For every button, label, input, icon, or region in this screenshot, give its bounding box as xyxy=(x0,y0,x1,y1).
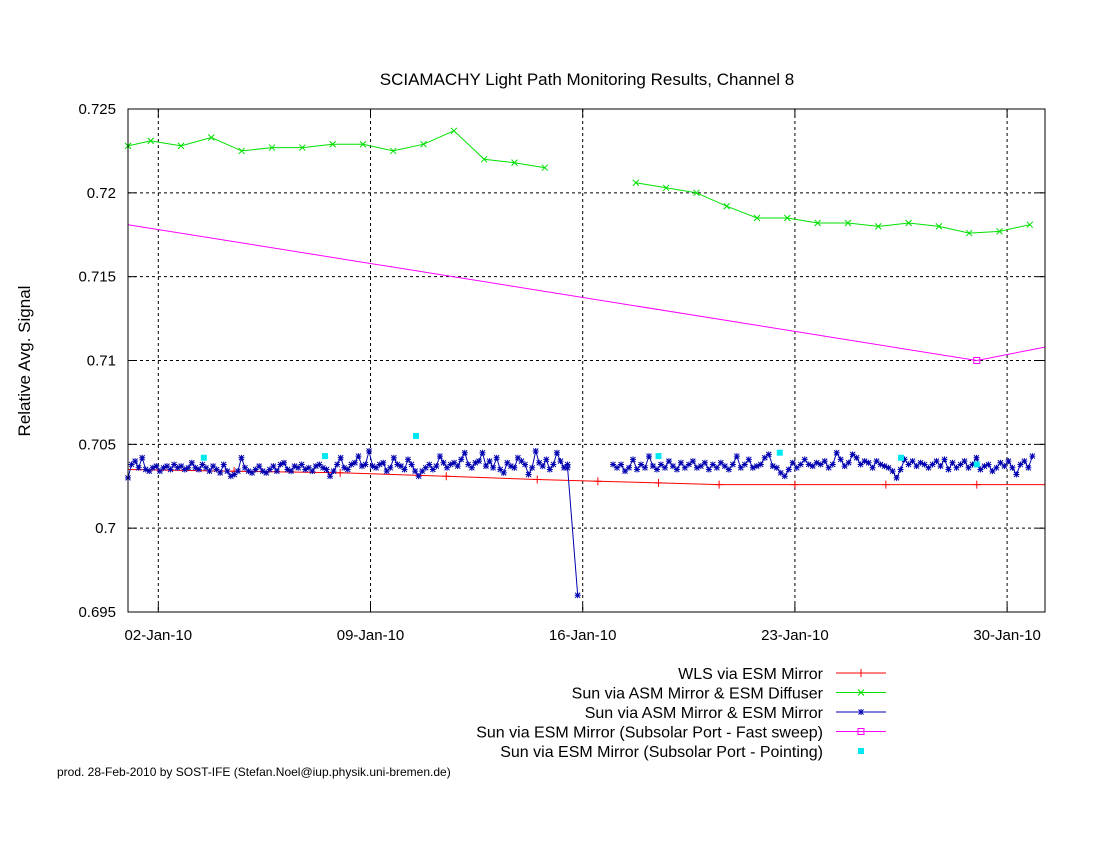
y-tick-label: 0.72 xyxy=(87,185,116,202)
series-line xyxy=(612,451,1033,479)
legend-marker xyxy=(857,728,865,735)
x-tick-label: 09-Jan-10 xyxy=(337,627,405,644)
y-tick-label: 0.715 xyxy=(78,269,116,286)
series-line xyxy=(127,469,1045,486)
series-line xyxy=(567,467,579,596)
x-tick-label: 02-Jan-10 xyxy=(125,627,193,644)
series-line xyxy=(127,450,568,479)
y-tick-label: 0.695 xyxy=(78,604,116,621)
legend-item: Sun via ASM Mirror & ESM Diffuser xyxy=(572,686,886,703)
legend-label: WLS via ESM Mirror xyxy=(678,666,824,683)
data-point xyxy=(776,449,783,456)
legend-marker xyxy=(858,709,864,715)
legend: WLS via ESM Mirror Sun via ASM Mirror & E… xyxy=(476,666,886,761)
data-point xyxy=(1029,453,1036,460)
legend-item: Sun via ESM Mirror (Subsolar Port - Fast… xyxy=(476,725,886,742)
data-point xyxy=(412,432,419,439)
y-tick-label: 0.71 xyxy=(87,353,116,370)
data-point xyxy=(574,592,581,599)
y-axis-label: Relative Avg. Signal xyxy=(15,286,34,437)
data-point xyxy=(541,164,549,172)
data-point xyxy=(322,453,329,460)
series-line xyxy=(127,224,1046,362)
x-tick-label: 23-Jan-10 xyxy=(761,627,829,644)
axes: 0.695 0.7 0.705 0.71 0.715 0.72 0.725 02-Jan-10… xyxy=(78,101,1045,644)
legend-item: WLS via ESM Mirror xyxy=(678,666,886,683)
grid xyxy=(128,109,1045,612)
y-tick-label: 0.7 xyxy=(95,520,116,537)
legend-item: Sun via ESM Mirror (Subsolar Port - Poin… xyxy=(500,744,864,761)
footer-note: prod. 28-Feb-2010 by SOST-IFE (Stefan.No… xyxy=(57,765,451,779)
data-point xyxy=(1026,221,1034,229)
x-tick-label: 16-Jan-10 xyxy=(549,627,617,644)
series-2 xyxy=(124,127,1034,237)
data-point xyxy=(610,461,617,468)
series-3 xyxy=(125,448,1036,599)
series-layer xyxy=(124,127,1046,599)
series-line xyxy=(635,182,1030,234)
y-tick-label: 0.725 xyxy=(78,101,116,118)
y-tick-label: 0.705 xyxy=(78,436,116,453)
legend-marker xyxy=(857,669,865,677)
data-point xyxy=(632,179,640,187)
x-tick-label: 30-Jan-10 xyxy=(973,627,1041,644)
data-point xyxy=(898,454,905,461)
legend-marker xyxy=(857,689,865,696)
data-point xyxy=(200,454,207,461)
legend-label: Sun via ASM Mirror & ESM Diffuser xyxy=(572,686,824,703)
series-line xyxy=(127,130,545,169)
legend-label: Sun via ESM Mirror (Subsolar Port - Poin… xyxy=(500,744,823,761)
series-1 xyxy=(230,467,981,489)
data-point xyxy=(655,453,662,460)
chart-title: SCIAMACHY Light Path Monitoring Results,… xyxy=(380,70,795,89)
legend-item: Sun via ASM Mirror & ESM Mirror xyxy=(585,705,886,722)
legend-label: Sun via ESM Mirror (Subsolar Port - Fast… xyxy=(476,725,823,742)
legend-label: Sun via ASM Mirror & ESM Mirror xyxy=(585,705,824,722)
data-point xyxy=(973,461,980,468)
series-5 xyxy=(200,432,980,468)
legend-marker xyxy=(858,748,864,754)
